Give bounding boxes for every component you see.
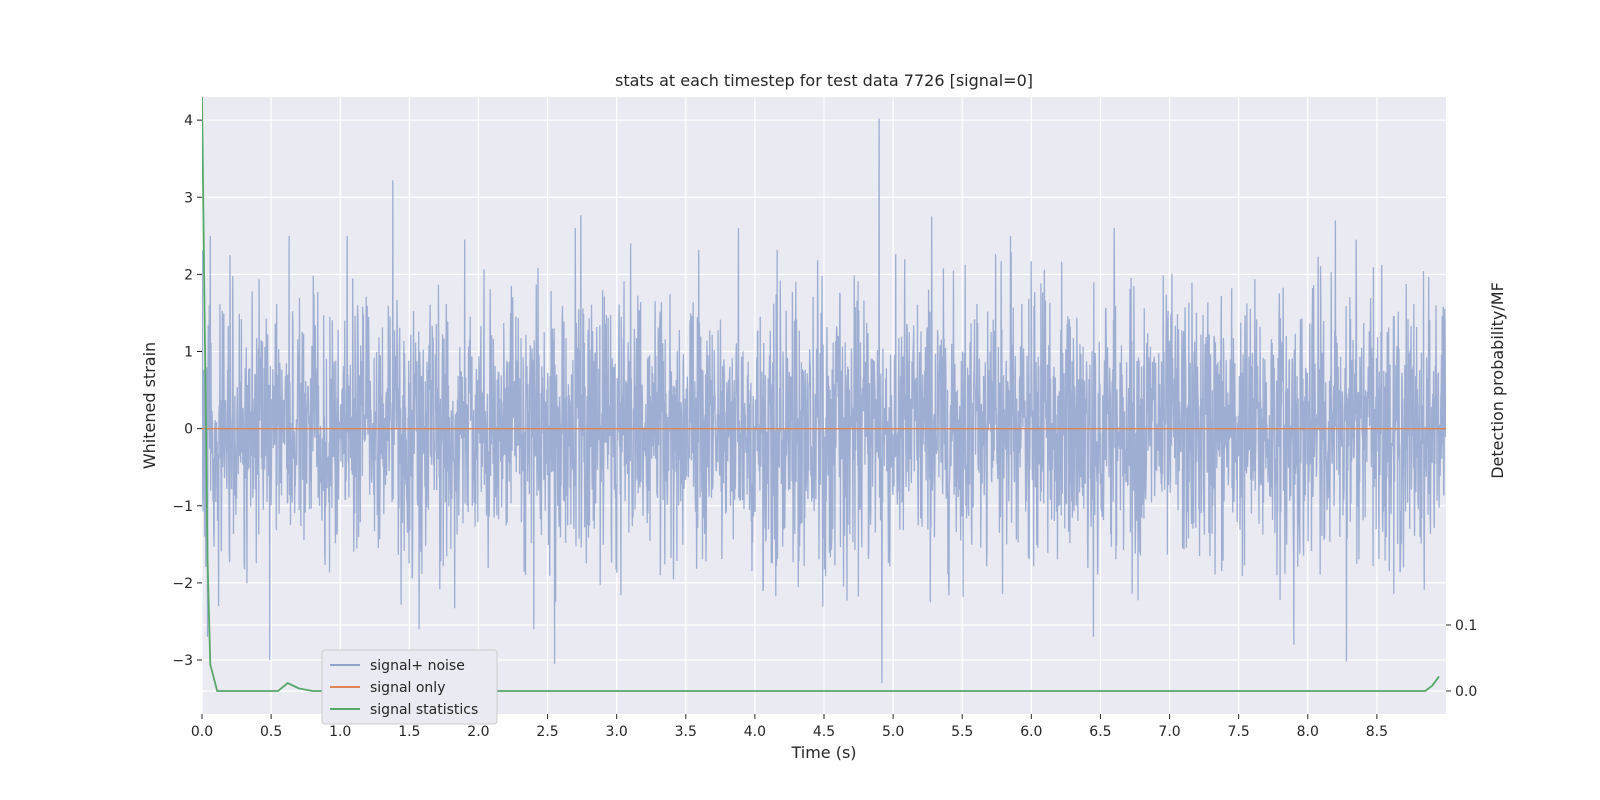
y2-axis-label: Detection probability/MF	[1488, 282, 1507, 479]
x-tick-label: 2.5	[536, 724, 558, 740]
x-tick-label: 1.0	[329, 724, 351, 740]
y-tick-label: 2	[184, 267, 193, 283]
series-line-signal-noise	[202, 118, 1446, 684]
legend-box	[321, 649, 498, 725]
x-tick-label: 4.0	[744, 724, 766, 740]
legend-label: signal only	[370, 680, 445, 696]
axes-layer: 0.0 0.5 1.0 1.5 2.0 2.5 3.0 3.5 4.0 4.5 5.0 5.5 6.0 6…	[172, 113, 1477, 740]
y-tick-label: −1	[172, 499, 193, 515]
y-tick-label: 1	[184, 345, 193, 361]
x-tick-label: 1.5	[398, 724, 420, 740]
y-tick-label: −2	[172, 576, 193, 592]
y2-tick-label: 0.1	[1455, 618, 1477, 634]
y-tick-label: 4	[184, 113, 193, 129]
x-tick-label: 5.5	[951, 724, 973, 740]
x-tick-label: 7.0	[1158, 724, 1180, 740]
x-tick-label: 6.5	[1089, 724, 1111, 740]
x-tick-label: 3.0	[606, 724, 628, 740]
y-tick-label: −3	[172, 653, 193, 669]
chart-title: stats at each timestep for test data 772…	[615, 71, 1033, 90]
x-tick-label: 5.0	[882, 724, 904, 740]
x-tick-label: 8.5	[1366, 724, 1388, 740]
x-tick-label: 2.0	[467, 724, 489, 740]
x-tick-label: 7.5	[1228, 724, 1250, 740]
x-tick-label: 6.0	[1020, 724, 1042, 740]
x-tick-label: 3.5	[675, 724, 697, 740]
x-tick-label: 4.5	[813, 724, 835, 740]
x-tick-label: 0.5	[260, 724, 282, 740]
x-axis-label: Time (s)	[790, 743, 856, 762]
legend: signal+ noise signal only signal statistic…	[321, 649, 498, 725]
series-line-signal-statistics	[202, 97, 1440, 692]
y2-tick-label: 0.0	[1455, 684, 1477, 700]
x-tick-label: 0.0	[191, 724, 213, 740]
legend-label: signal statistics	[370, 702, 478, 718]
y-tick-label: 0	[184, 422, 193, 438]
series-layer	[202, 97, 1446, 692]
y-axis-label: Whitened strain	[140, 342, 159, 469]
legend-label: signal+ noise	[370, 658, 465, 674]
x-tick-label: 8.0	[1297, 724, 1319, 740]
y-tick-label: 3	[184, 190, 193, 206]
